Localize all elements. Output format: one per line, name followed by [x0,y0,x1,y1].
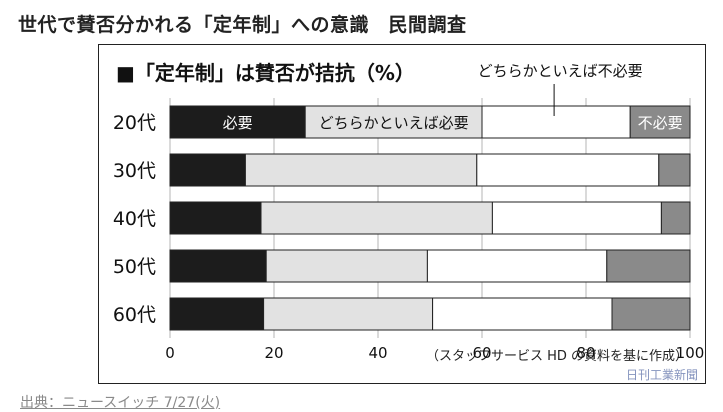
segment-callout: どちらかといえば不必要 [478,62,643,80]
chart-svg: ■「定年制」は賛否が拮抗（%） （スタッフサービス HD の資料を基に作成） 日… [98,44,706,384]
category-label: 50代 [113,256,156,278]
bar-segment [660,201,691,235]
bar-segment [481,105,631,139]
source-link[interactable]: 出典：ニュースイッチ 7/27(火) [20,395,221,411]
bar-segment [606,249,691,283]
chart-title: ■「定年制」は賛否が拮抗（%） [116,61,415,85]
bar-segment [491,201,662,235]
x-tick-label: 80 [576,344,595,362]
bar-segment [169,297,265,331]
bar-segment [244,153,478,187]
x-tick-label: 40 [368,344,387,362]
segment-label: 必要 [223,114,253,132]
category-label: 30代 [113,160,156,182]
watermark-logo: 日刊工業新聞 [626,367,698,382]
page-title: 世代で賛否分かれる「定年制」への意識 民間調査 [18,14,467,36]
bar-segment [263,297,434,331]
category-label: 40代 [113,208,156,230]
bar-segment [169,153,246,187]
chart-source-note: （スタッフサービス HD の資料を基に作成） [426,349,688,364]
plot-area: 20代 30代 40代 50代 60代 必要 どちらかといえば必要 不必要 どちらかといえば不必… [113,62,705,362]
x-tick-label: 60 [472,344,491,362]
category-label: 60代 [113,304,156,326]
x-tick-label: 100 [676,344,705,362]
bar-segment [476,153,660,187]
bar-segment [169,249,267,283]
bar-segment [611,297,691,331]
bar-segment [658,153,691,187]
x-tick-label: 0 [165,344,175,362]
bar-segment [629,105,691,139]
bar-segment [169,201,262,235]
segment-label: どちらかといえば必要 [319,114,469,132]
bar-segment [265,249,428,283]
category-label: 20代 [113,112,156,134]
bar-segment [260,201,493,235]
bar-segment [426,249,608,283]
x-tick-label: 20 [264,344,283,362]
segment-label: 不必要 [638,114,683,132]
bar-segment [432,297,613,331]
chart-figure: ■「定年制」は賛否が拮抗（%） （スタッフサービス HD の資料を基に作成） 日… [98,44,706,384]
